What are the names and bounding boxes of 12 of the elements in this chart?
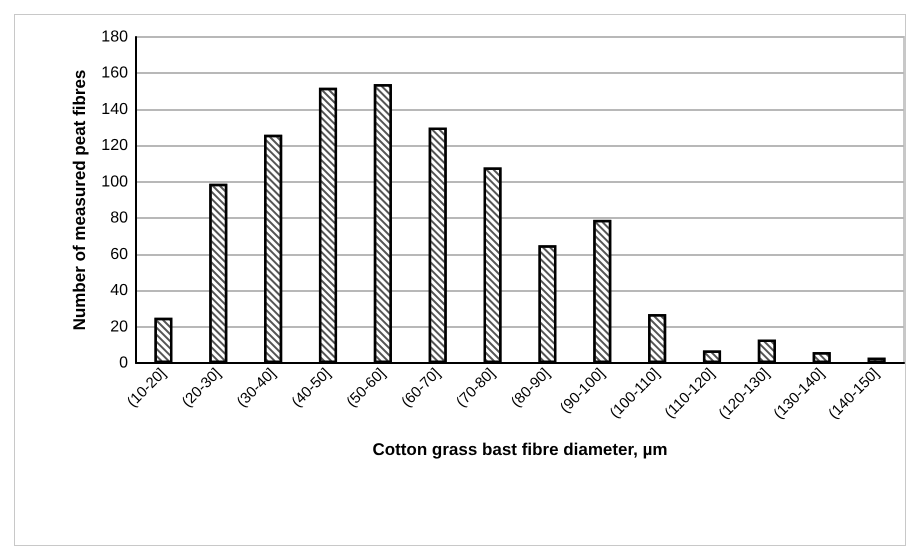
y-tick-label: 40: [110, 282, 128, 300]
y-tick-label: 0: [119, 354, 128, 372]
y-tick-label: 140: [101, 100, 128, 118]
y-tick-label: 20: [110, 318, 128, 336]
y-tick-label: 180: [101, 28, 128, 46]
y-axis-title: Number of measured peat fibres: [70, 70, 89, 330]
y-tick-label: 160: [101, 64, 128, 82]
y-tick-label: 80: [110, 210, 128, 227]
x-axis-title: Cotton grass bast fibre diameter, µm: [372, 440, 668, 459]
y-tick-label: 100: [101, 173, 128, 190]
y-tick-label: 60: [110, 246, 128, 263]
y-tick-label: 120: [101, 137, 128, 154]
